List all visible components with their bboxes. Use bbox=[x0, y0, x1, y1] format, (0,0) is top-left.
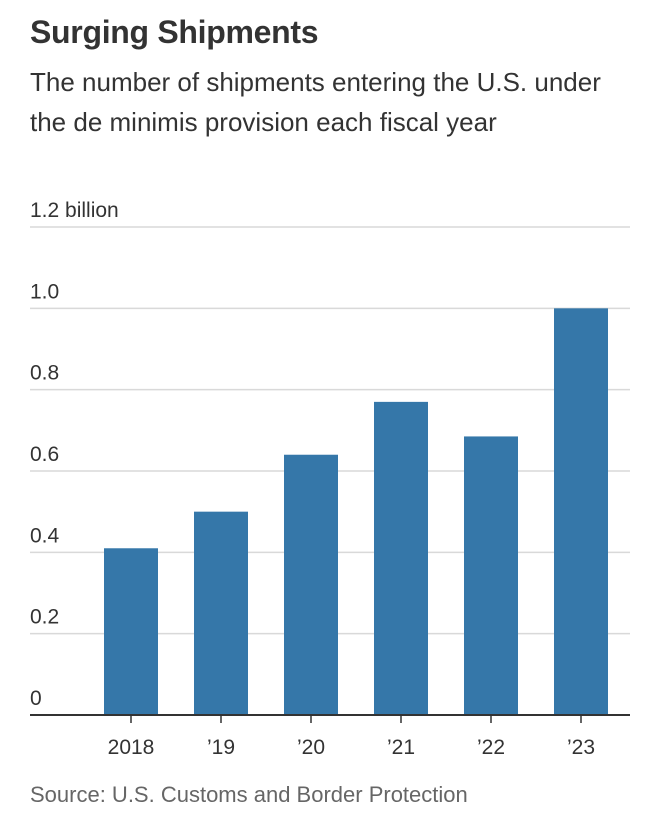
y-tick-label: 0.8 bbox=[30, 362, 59, 385]
bar bbox=[464, 436, 518, 715]
x-tick-label: ’23 bbox=[567, 736, 595, 759]
y-tick-label: 0.6 bbox=[30, 443, 59, 466]
chart-title: Surging Shipments bbox=[30, 14, 319, 50]
bar bbox=[104, 548, 158, 715]
x-tick-label: ’21 bbox=[387, 736, 415, 759]
x-tick-label: ’19 bbox=[207, 736, 235, 759]
y-axis-labels: 0 0.2 0.4 0.6 0.8 1.0 1.2 billion bbox=[30, 199, 119, 710]
bar bbox=[554, 308, 608, 715]
bar bbox=[194, 511, 248, 715]
x-tick-label: ’20 bbox=[297, 736, 325, 759]
y-tick-label: 0.2 bbox=[30, 606, 59, 629]
y-tick-label: 0.4 bbox=[30, 524, 60, 547]
y-tick-label: 1.0 bbox=[30, 280, 59, 303]
y-tick-label: 1.2 billion bbox=[30, 199, 119, 222]
bar-chart: 0 0.2 0.4 0.6 0.8 1.0 1.2 billion 2018 ’19 ’20 ’2… bbox=[30, 199, 630, 759]
bars bbox=[104, 308, 608, 715]
chart-subtitle: The number of shipments entering the U.S… bbox=[30, 67, 601, 137]
source-note: Source: U.S. Customs and Border Protecti… bbox=[30, 782, 468, 807]
x-axis-labels: 2018 ’19 ’20 ’21 ’22 ’23 bbox=[108, 736, 595, 759]
bar bbox=[374, 401, 428, 715]
x-tick-label: ’22 bbox=[477, 736, 505, 759]
x-tick-label: 2018 bbox=[108, 736, 155, 759]
x-axis bbox=[30, 714, 630, 723]
y-tick-label: 0 bbox=[30, 687, 42, 710]
bar bbox=[284, 454, 338, 715]
